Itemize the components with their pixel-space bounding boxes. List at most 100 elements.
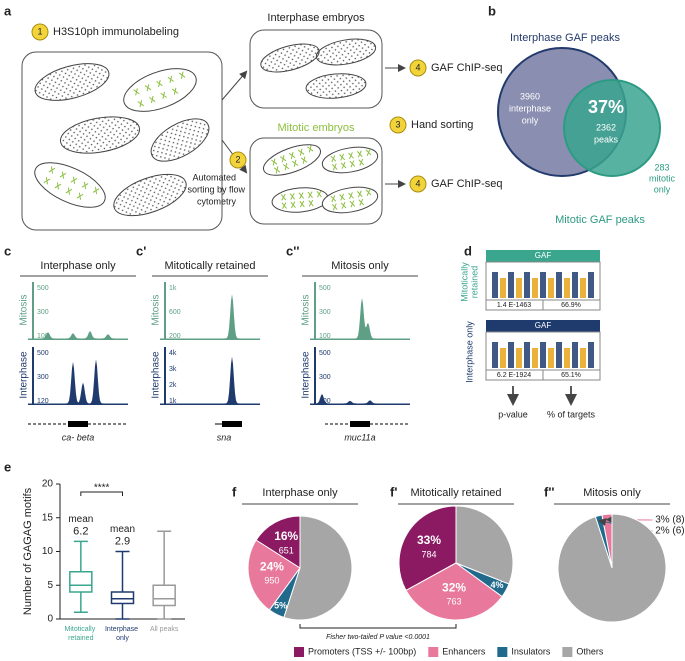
chromosome [339,193,345,201]
pie-title: Interphase only [262,487,338,499]
box [69,571,93,593]
track-signal [28,331,128,340]
step-text: sorting by flow [187,184,245,194]
panel-label: a [4,3,12,18]
mean-label: mean [110,524,135,535]
mean-value: 2.9 [115,535,130,547]
box-title: Mitotic embryos [277,122,355,134]
venn-text: peaks [594,134,619,144]
venn-count: 2362 [596,122,616,132]
motif-targets: 65.1% [561,372,581,379]
chromosome [299,200,305,208]
chromosome [65,187,73,195]
y-axis-label: Number of GAGAG motifs [22,487,34,615]
logo-letter [516,348,522,368]
chromosome [43,177,51,185]
venn-text: only [522,115,539,125]
chromosome [59,171,67,179]
charts: e 0 5 10 15 20 Number of GAGAG motifs Mitotical… [4,459,685,657]
count-label: 763 [447,597,462,607]
embryo [315,38,377,66]
embryo-shape [305,73,367,99]
panel-label: f'' [544,484,555,499]
venn-text: mitotic [649,173,676,183]
step-text: Automated [192,172,236,182]
step-badge [229,151,247,169]
logo-letter [508,272,514,298]
embryo [34,63,110,101]
legend-label: Enhancers [442,646,486,656]
panel-label: c' [136,243,146,258]
chromosome [270,158,278,166]
chromosome [279,155,287,163]
chromosome [349,200,356,208]
step-text: Hand sorting [411,119,473,131]
step-text: GAF ChIP-seq [431,178,503,190]
chromosome [133,88,140,96]
chromosome [330,195,337,203]
value-label: 33% [417,533,441,547]
motif-pvalue: 1.4 E-1463 [497,302,531,309]
track-tick: 1k [169,398,177,405]
step-badge [409,175,427,193]
chromosome [340,201,347,209]
step-number: 1 [37,26,42,36]
chromosome [365,188,372,196]
chromosome [281,202,287,209]
venn-title: Interphase GAF peaks [510,32,621,44]
row-label: Interphase [19,351,30,399]
embryo [150,118,210,162]
motif-row-label: retained [469,266,479,299]
pie-slice [255,515,301,569]
logo-letter [500,278,506,298]
track-tick: 200 [169,333,181,340]
logo-letter [516,278,522,298]
logo-letter [524,272,530,298]
gene-name: sna [217,432,232,442]
logo-letter [508,342,514,368]
arrow [221,70,248,101]
step-number: 4 [415,178,420,188]
logo-letter [580,278,586,298]
track-tick: 600 [169,309,181,316]
chromosome [290,201,296,209]
pie-slice [283,515,353,621]
chromosome [291,159,299,167]
step-number: 2 [235,154,240,164]
embryo [321,146,379,174]
embryo-shape [321,186,379,214]
embryo-shape [113,173,187,217]
track-tick: 300 [37,374,49,381]
chromosome [289,193,296,200]
panel-label: b [488,3,496,18]
chromosome [340,161,347,169]
track-tick: 2k [169,382,177,389]
panel-c: c Interphase only Mitosis 500 300 100 Interpha… [4,243,418,442]
y-tick-label: 10 [42,546,54,557]
count-label: 950 [264,576,279,586]
panel-a: a 1 H3S10ph immunolabeling Interphase em… [4,3,503,231]
chromosome [348,192,354,200]
panel-label: f' [390,484,397,499]
embryo-shape [59,116,141,154]
logo-letter [492,272,498,298]
chromosome [288,151,296,160]
gene-exon [350,421,370,427]
chromosome [298,192,304,200]
logo-letter [588,272,594,298]
embryo [34,162,106,208]
value-label: 32% [442,580,466,594]
gene-exon [68,421,88,427]
pie-slice [455,505,514,585]
track-tick: 100 [37,333,49,340]
track-tick: 3k [169,366,177,373]
legend-label: Promoters (TSS +/- 100bp) [308,646,416,656]
chromosome [160,91,167,99]
chromosome [358,158,365,166]
panel-b: b Interphase GAF peaks Mitotic GAF peaks… [488,3,675,225]
venn-text: interphase [509,103,551,113]
pie-slice [557,513,667,623]
pie-slice [247,539,301,611]
gene-name: ca- beta [62,432,95,442]
step-badge [409,59,427,77]
